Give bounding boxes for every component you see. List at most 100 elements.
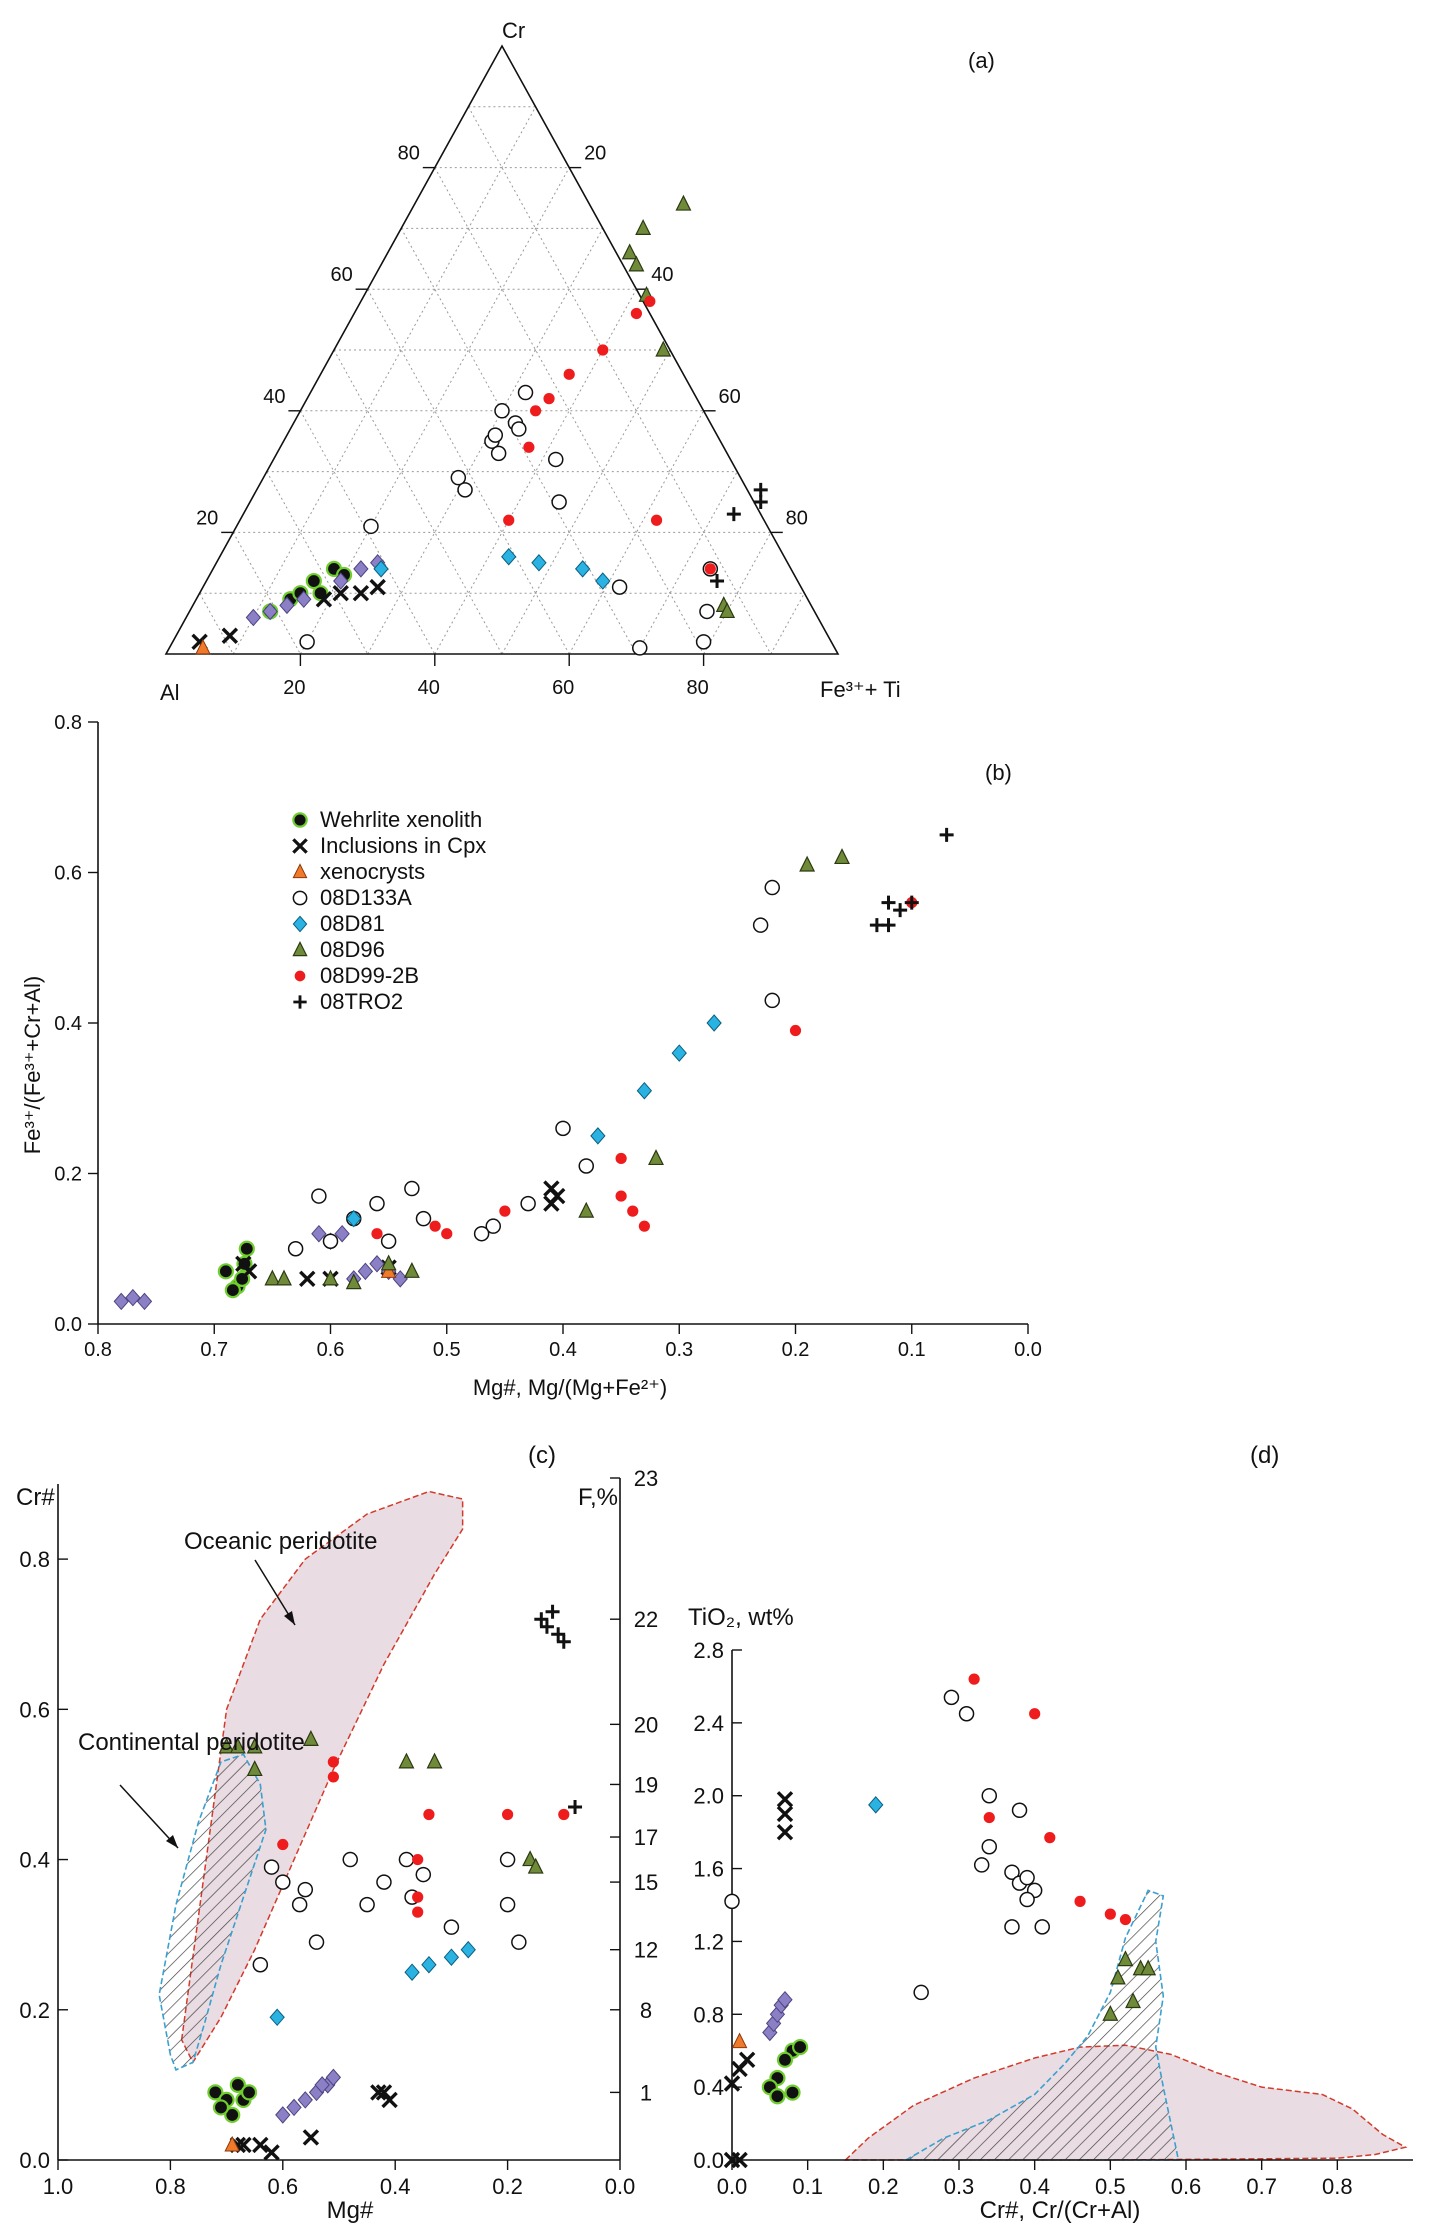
panel-d-x-tick-label: 0.2 [868, 2174, 899, 2199]
d133a-point [511, 421, 527, 437]
cr-tick-label: 40 [263, 386, 285, 408]
panel-c-y2-tick-label: 12 [634, 1938, 658, 1963]
panel-b-x-tick-label: 0.6 [317, 1339, 345, 1361]
panel-d-x-tick-label: 0.0 [717, 2174, 748, 2199]
panel-c-x-tick-label: 0.0 [605, 2174, 636, 2199]
ternary-grid-fe [703, 532, 772, 655]
wehrlite-point [791, 2038, 809, 2056]
panel-d-y-tick-label: 0.4 [693, 2075, 724, 2100]
d133a-point [485, 1218, 501, 1234]
d96-point [648, 1149, 664, 1166]
panel-d-y-tick-label: 2.4 [693, 1711, 724, 1736]
d81-point [269, 2008, 285, 2027]
d96-point [380, 1254, 397, 1271]
fe-tick-label: 40 [418, 677, 440, 699]
continental-arrow-head [166, 1835, 178, 1848]
tro2-point [293, 995, 307, 1009]
d133a-point [299, 634, 315, 650]
apex-al-label: Al [160, 680, 180, 705]
d133a-point [943, 1689, 960, 1706]
d133a-point [611, 579, 628, 595]
panel-b-x-tick-label: 0.7 [200, 1339, 228, 1361]
panel-c-y2-tick-label: 15 [634, 1870, 658, 1895]
d99-point [502, 1808, 514, 1821]
d99-point [558, 1808, 570, 1821]
cpx-inclusion-point [723, 2075, 741, 2092]
d96-point [345, 1273, 362, 1290]
legend-entry-label: 08D133A [320, 885, 412, 910]
d133a-point [981, 1787, 998, 1804]
d133a-point [363, 518, 379, 535]
d96-point [1109, 1968, 1126, 1985]
d99-point [371, 1228, 383, 1240]
d99-point [327, 1756, 339, 1768]
panel-d-scatter: 0.0 0.1 0.2 0.3 0.4 0.5 0.6 0.7 0.8 0.0 0.4 0.8 1.2 1… [693, 1638, 1413, 2199]
purple-diamond-point [334, 1224, 350, 1243]
d81-point [671, 1044, 687, 1062]
d133a-point [973, 1857, 990, 1873]
d133a-point [699, 603, 715, 620]
tro2-point [893, 903, 908, 918]
d81-point [292, 915, 308, 933]
panel-d-x-tick-label: 0.8 [1322, 2174, 1353, 2199]
continental-peridotite-field-d [903, 1889, 1180, 2161]
d133a-point [1019, 1891, 1035, 1908]
legend-entry-label: Wehrlite xenolith [320, 807, 482, 832]
d133a-point [297, 1881, 314, 1898]
purple-diamond-point [311, 1224, 327, 1243]
d133a-point [1019, 1869, 1035, 1886]
legend-entry-label: 08D99-2B [320, 963, 419, 988]
d99-point [441, 1228, 453, 1240]
purple-diamond-point [136, 1292, 153, 1311]
d81-point [421, 1955, 437, 1974]
wehrlite-point [224, 1282, 241, 1299]
panel-b-y-tick-label: 0.4 [54, 1013, 82, 1035]
d96-point [675, 194, 692, 211]
panel-b-x-tick-label: 0.4 [549, 1339, 577, 1361]
d133a-point [404, 1180, 420, 1197]
d133a-point [275, 1874, 291, 1890]
panel-d-ylabel: TiO₂, wt% [688, 1604, 794, 1631]
panel-d-y-tick-label: 1.6 [693, 1857, 724, 1882]
panel-d-x-tick-label: 0.7 [1246, 2174, 1277, 2199]
d133a-point [369, 1195, 385, 1212]
d81-point [574, 560, 591, 578]
d133a-point [443, 1919, 460, 1935]
d96-point [218, 1737, 235, 1754]
d133a-point [415, 1866, 432, 1883]
cpx-inclusion-point [299, 1270, 316, 1288]
d133a-point [457, 482, 473, 498]
d96-point [1140, 1959, 1157, 1976]
purple-diamond-point [777, 1990, 793, 2009]
wehrlite-point [207, 2084, 224, 2101]
panel-c-x-tick-label: 0.8 [155, 2174, 186, 2199]
d96-point [799, 855, 816, 872]
ternary-grid-fe [232, 106, 537, 655]
d133a-point [517, 384, 534, 401]
ternary-grid-fe [568, 410, 705, 655]
tro2-point [710, 574, 725, 589]
panel-b-x-tick-label: 0.5 [433, 1339, 461, 1361]
d99-point [294, 970, 306, 982]
ternary-grid-al [232, 532, 301, 655]
d99-point [499, 1205, 511, 1217]
panel-b-y-tick-label: 0.8 [54, 712, 82, 734]
d81-point [868, 1796, 884, 1814]
d133a-point [1011, 1802, 1028, 1819]
d96-point [229, 1737, 246, 1754]
purple-diamond-point [125, 1288, 141, 1307]
ternary-grid-al [199, 592, 234, 655]
panel-a-label: (a) [968, 48, 995, 73]
d133a-point [1004, 1864, 1020, 1880]
d133a-point [551, 494, 567, 510]
cpx-inclusion-point [548, 1187, 566, 1205]
panel-c-y-tick-label: 0.6 [19, 1697, 50, 1722]
d133a-point [490, 445, 507, 462]
d96-point [628, 255, 645, 272]
panel-c-y-tick-label: 0.0 [19, 2148, 50, 2173]
d81-point [404, 1963, 420, 1981]
panel-b-x-tick-label: 0.2 [782, 1339, 810, 1361]
xenocryst-point [731, 2032, 748, 2049]
panel-b-x-tick-label: 0.1 [898, 1339, 926, 1361]
